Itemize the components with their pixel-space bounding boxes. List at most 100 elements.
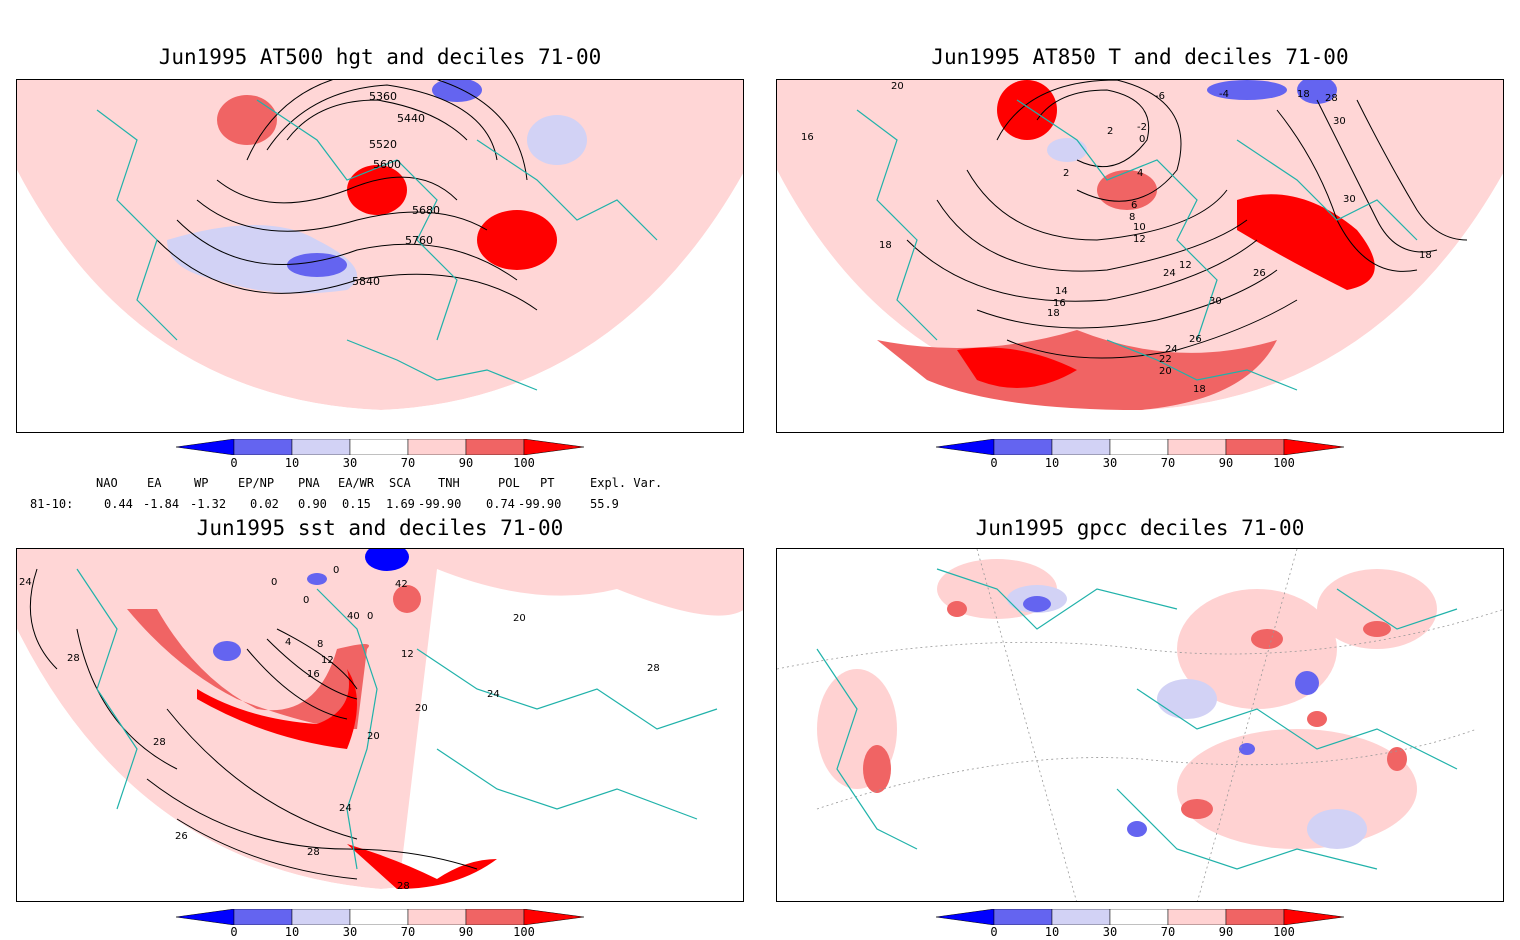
p2-label-4: -4: [1219, 89, 1229, 100]
idx-value-ea: -1.84: [143, 497, 180, 511]
p3-label-9: 8: [317, 639, 323, 650]
panel-3-map: 24 28 0 0 0 42 0 40 4 8 12 16 12 20 20 2…: [16, 548, 744, 902]
p2-label-30: 18: [1419, 250, 1432, 261]
panel-1-map: 5360 5440 5520 5600 5680 5760 5840: [16, 79, 744, 433]
p3-label-15: 24: [487, 689, 500, 700]
p2-label-15: 10: [1133, 222, 1146, 233]
p3-label-18: 24: [339, 803, 352, 814]
cbar4-label-2: 30: [1102, 925, 1118, 939]
p2-label-10: 30: [1333, 116, 1346, 127]
idx-header-eawr: EA/WR: [338, 476, 375, 490]
cbar2-label-2: 30: [1102, 456, 1118, 470]
cbar2-label-3: 70: [1160, 456, 1176, 470]
idx-header-tnh: TNH: [438, 476, 460, 490]
p3-label-5: 42: [395, 579, 408, 590]
idx-value-tnh: -99.90: [418, 497, 462, 511]
p3-label-3: 0: [303, 595, 309, 606]
idx-header-pt: PT: [540, 476, 555, 490]
idx-header-epnp: EP/NP: [238, 476, 275, 490]
p1-label-3: 5600: [373, 158, 401, 171]
cbar4-label-5: 100: [1273, 925, 1295, 939]
p1-label-4: 5680: [412, 204, 440, 217]
p2-label-23: 26: [1253, 268, 1266, 279]
p3-label-16: 28: [153, 737, 166, 748]
p3-label-17: 28: [647, 663, 660, 674]
idx-value-epnp: 0.02: [250, 497, 279, 511]
cbar4-label-3: 70: [1160, 925, 1176, 939]
cbar2-label-0: 0: [990, 456, 998, 470]
p2-label-25: 26: [1189, 334, 1202, 345]
p2-label-19: 16: [1053, 298, 1066, 309]
cbar3-label-5: 100: [513, 925, 535, 939]
p2-label-21: 24: [1163, 268, 1176, 279]
p2-label-5: 18: [1297, 89, 1310, 100]
p2-label-1: 16: [801, 132, 814, 143]
cbar3-label-4: 90: [458, 925, 474, 939]
p2-label-29: 18: [1193, 384, 1206, 395]
idx-value-pol: 0.74: [486, 497, 515, 511]
idx-value-explvar: 55.9: [590, 497, 619, 511]
idx-row-label: 81-10:: [30, 497, 74, 511]
p3-label-10: 12: [321, 655, 334, 666]
panel-3-svg: 24 28 0 0 0 42 0 40 4 8 12 16 12 20 20 2…: [17, 549, 743, 901]
panel-2-title: Jun1995 AT850 T and deciles 71-00: [931, 45, 1349, 69]
idx-value-pt: -99.90: [518, 497, 562, 511]
cbar3-label-1: 10: [284, 925, 300, 939]
colorbar-3: [175, 908, 586, 926]
p3-label-22: 20: [513, 613, 526, 624]
panel-3-title: Jun1995 sst and deciles 71-00: [196, 516, 564, 540]
cbar1-label-3: 70: [400, 456, 416, 470]
p3-label-14: 20: [415, 703, 428, 714]
colorbar-1: [175, 438, 586, 456]
p2-label-12: 4: [1137, 168, 1143, 179]
p3-label-11: 16: [307, 669, 320, 680]
panel-4-svg: [777, 549, 1503, 901]
p3-label-0: 24: [19, 577, 32, 588]
cbar1-label-1: 10: [284, 456, 300, 470]
panel-1-title: Jun1995 AT500 hgt and deciles 71-00: [158, 45, 602, 69]
p1-label-0: 5360: [369, 90, 397, 103]
p2-label-0: 20: [891, 81, 904, 92]
p2-label-27: 22: [1159, 354, 1172, 365]
idx-header-pol: POL: [498, 476, 520, 490]
p2-label-3: -6: [1155, 91, 1165, 102]
cbar4-label-0: 0: [990, 925, 998, 939]
panel-2-svg: 20 16 18 -6 -4 18 28 2 -2 0 30 2 4 6 8 1…: [777, 80, 1503, 432]
p1-label-6: 5840: [352, 275, 380, 288]
p2-label-17: 30: [1343, 194, 1356, 205]
panel-4-map: [776, 548, 1504, 902]
p1-label-2: 5520: [369, 138, 397, 151]
p2-label-11: 2: [1063, 168, 1069, 179]
p2-label-24: 30: [1209, 296, 1222, 307]
p2-label-18: 14: [1055, 286, 1068, 297]
cbar2-label-1: 10: [1044, 456, 1060, 470]
p3-label-20: 28: [307, 847, 320, 858]
p3-label-1: 28: [67, 653, 80, 664]
cbar2-label-5: 100: [1273, 456, 1295, 470]
cbar3-label-2: 30: [342, 925, 358, 939]
p2-label-14: 8: [1129, 212, 1135, 223]
p1-label-1: 5440: [397, 112, 425, 125]
p2-label-16: 12: [1133, 234, 1146, 245]
p3-label-2: 0: [271, 577, 277, 588]
panel-2-map: 20 16 18 -6 -4 18 28 2 -2 0 30 2 4 6 8 1…: [776, 79, 1504, 433]
p3-label-4: 0: [333, 565, 339, 576]
p3-label-19: 26: [175, 831, 188, 842]
idx-value-eawr: 0.15: [342, 497, 371, 511]
cbar4-label-4: 90: [1218, 925, 1234, 939]
p2-label-7: 2: [1107, 126, 1113, 137]
cbar4-label-1: 10: [1044, 925, 1060, 939]
idx-header-ea: EA: [147, 476, 162, 490]
panel-4-title: Jun1995 gpcc deciles 71-00: [975, 516, 1305, 540]
p2-label-9: 0: [1139, 134, 1145, 145]
p3-label-21: 28: [397, 881, 410, 892]
colorbar-2: [935, 438, 1346, 456]
p3-label-13: 20: [367, 731, 380, 742]
cbar1-label-4: 90: [458, 456, 474, 470]
idx-header-sca: SCA: [389, 476, 411, 490]
p2-label-2: 18: [879, 240, 892, 251]
cbar3-label-3: 70: [400, 925, 416, 939]
cbar1-label-5: 100: [513, 456, 535, 470]
idx-header-nao: NAO: [96, 476, 118, 490]
idx-header-pna: PNA: [298, 476, 320, 490]
